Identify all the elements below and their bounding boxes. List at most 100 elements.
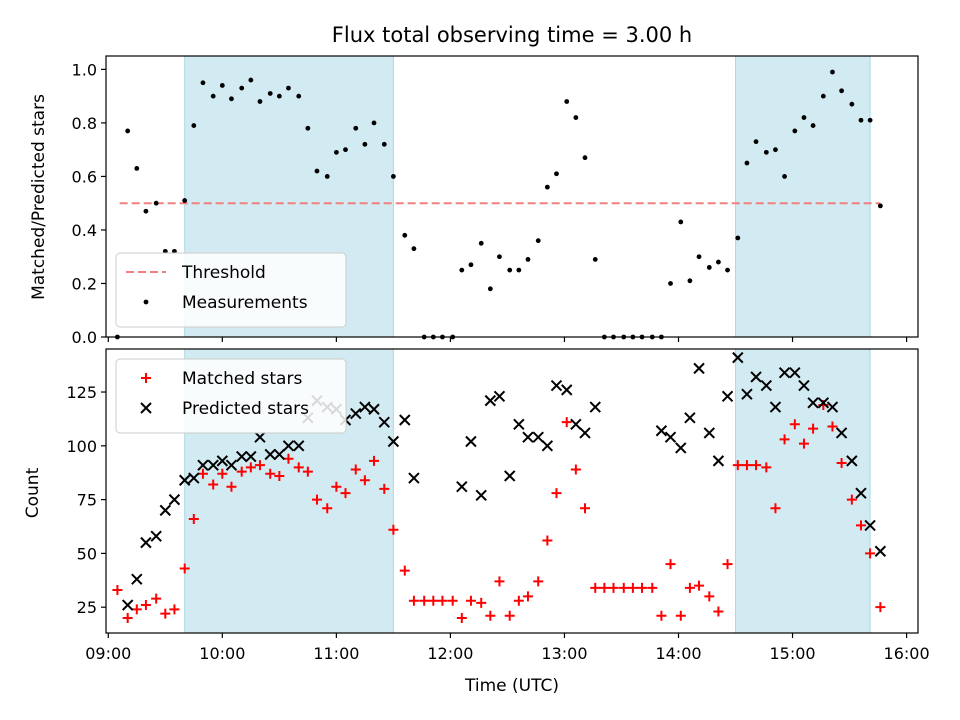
data-point xyxy=(350,407,362,420)
y-tick-label: 1.0 xyxy=(72,60,97,79)
data-point xyxy=(637,582,648,593)
legend-label: Measurements xyxy=(182,293,308,313)
data-point xyxy=(333,149,339,155)
data-point xyxy=(525,256,531,262)
data-point xyxy=(245,462,256,473)
data-point xyxy=(678,219,684,225)
data-point xyxy=(314,168,320,174)
data-point xyxy=(550,379,563,392)
bottom-y-axis-label: Count xyxy=(23,467,43,518)
data-point xyxy=(245,450,257,463)
data-point xyxy=(340,488,351,499)
data-point xyxy=(513,418,525,431)
data-point xyxy=(779,434,790,445)
data-point xyxy=(494,576,505,587)
data-point xyxy=(713,606,724,617)
top-panel: 0.0 0.2 0.4 0.6 0.8 1.0 Threshold Measurements xyxy=(72,55,919,347)
data-point xyxy=(353,125,359,131)
data-point xyxy=(808,423,819,434)
data-point xyxy=(248,77,254,83)
data-point xyxy=(684,582,695,593)
data-point xyxy=(798,379,810,392)
x-tick-label: 16:00 xyxy=(884,644,930,663)
data-point xyxy=(874,545,887,557)
legend: Matched stars Predicted stars xyxy=(115,358,347,434)
data-point xyxy=(282,440,295,452)
data-point xyxy=(131,573,143,585)
data-point xyxy=(459,267,465,273)
data-point xyxy=(751,460,762,471)
data-point xyxy=(706,265,712,270)
data-point xyxy=(311,494,322,505)
data-point xyxy=(533,576,544,587)
bottom-panel: 25 50 75 100 125 09:00 10:00 11:00 12:00 13:00 14:… xyxy=(66,348,930,663)
data-point xyxy=(225,459,238,471)
data-point xyxy=(599,582,610,593)
data-point xyxy=(582,155,588,161)
data-point xyxy=(305,125,311,131)
data-point xyxy=(846,455,858,467)
data-point xyxy=(151,593,162,604)
data-point xyxy=(579,503,590,514)
data-point xyxy=(839,88,844,94)
data-point xyxy=(761,462,772,473)
data-point xyxy=(143,208,149,214)
data-point xyxy=(846,494,857,505)
y-tick-label: 50 xyxy=(77,544,97,563)
chart-title: Flux total observing time = 3.00 h xyxy=(332,23,692,47)
data-point xyxy=(359,401,371,413)
x-tick-label: 11:00 xyxy=(313,644,359,663)
data-point xyxy=(875,602,886,613)
data-point xyxy=(564,99,570,104)
data-point xyxy=(236,450,248,463)
data-point xyxy=(732,351,744,364)
data-point xyxy=(782,174,787,179)
data-point xyxy=(798,438,809,449)
data-point xyxy=(592,256,598,262)
data-point xyxy=(379,483,390,494)
data-point xyxy=(408,595,419,606)
data-point xyxy=(504,610,515,621)
data-point xyxy=(744,160,750,166)
data-point xyxy=(858,117,864,123)
data-point xyxy=(864,519,876,532)
data-point xyxy=(542,535,553,546)
data-point xyxy=(770,503,781,514)
data-point xyxy=(191,123,197,128)
data-point xyxy=(703,427,716,439)
data-point xyxy=(753,139,759,145)
data-point xyxy=(826,401,839,413)
data-point xyxy=(668,281,673,286)
x-tick-label: 10:00 xyxy=(199,644,245,663)
data-point xyxy=(428,595,439,606)
data-point xyxy=(188,472,200,484)
data-point xyxy=(134,166,140,171)
data-point xyxy=(541,440,554,452)
x-axis-label: Time (UTC) xyxy=(464,676,559,696)
data-point xyxy=(877,203,883,209)
data-point xyxy=(694,580,705,591)
y-tick-label: 0.0 xyxy=(72,328,97,347)
data-point xyxy=(153,200,159,206)
data-point xyxy=(368,403,380,415)
data-point xyxy=(322,503,333,514)
data-point xyxy=(112,584,123,595)
legend-marker-swatch xyxy=(141,373,151,383)
data-point xyxy=(283,453,294,464)
data-point xyxy=(516,267,522,273)
data-point xyxy=(716,259,721,265)
data-point xyxy=(286,85,291,91)
data-point xyxy=(522,431,534,443)
data-point xyxy=(254,460,265,471)
data-point xyxy=(456,612,467,623)
data-point xyxy=(362,141,368,147)
data-point xyxy=(331,481,342,492)
y-tick-label: 0.4 xyxy=(72,221,97,240)
data-point xyxy=(656,610,667,621)
legend-box xyxy=(115,358,347,434)
x-tick-label: 14:00 xyxy=(655,644,701,663)
data-point xyxy=(456,480,468,493)
data-point xyxy=(437,595,448,606)
data-point xyxy=(302,466,313,477)
